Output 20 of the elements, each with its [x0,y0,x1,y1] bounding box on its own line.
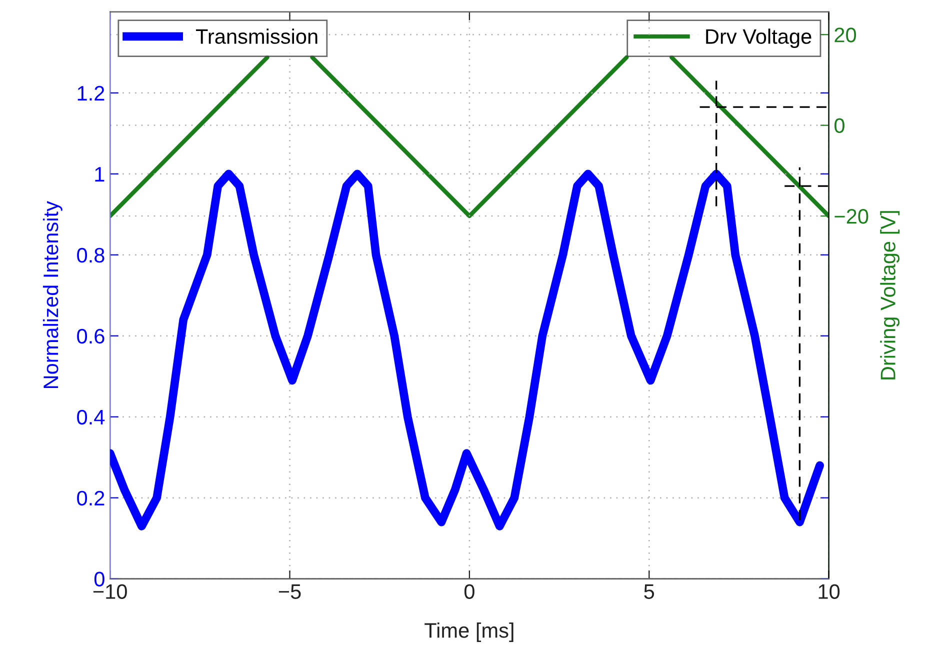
y2-tick-label: 20 [834,28,856,42]
x-tick-label: 10 [818,584,840,599]
y-tick-label: 0.4 [77,410,105,425]
y-tick-label: 1 [95,167,104,182]
x-tick-label: 0 [464,584,474,599]
y2-tick-label: −20 [834,209,868,224]
x-tick-label: −5 [278,584,301,599]
y-tick-label: 0.8 [77,248,104,263]
legend-label: Transmission [196,28,318,44]
y2-axis-title: Driving Voltage [V] [880,211,900,380]
y-tick-label: 1.2 [78,86,104,100]
y-axis-title: Normalized Intensity [42,201,62,388]
y-tick-label: 0 [94,572,104,587]
y-tick-label: 0.2 [77,490,104,506]
x-tick-label: −10 [93,584,127,599]
x-tick-label: 5 [644,584,654,599]
y2-tick-label: 0 [834,118,844,134]
legend-label: Drv Voltage [706,28,812,48]
x-axis-title: Time [ms] [424,622,514,642]
y-tick-label: 0.6 [77,328,104,344]
